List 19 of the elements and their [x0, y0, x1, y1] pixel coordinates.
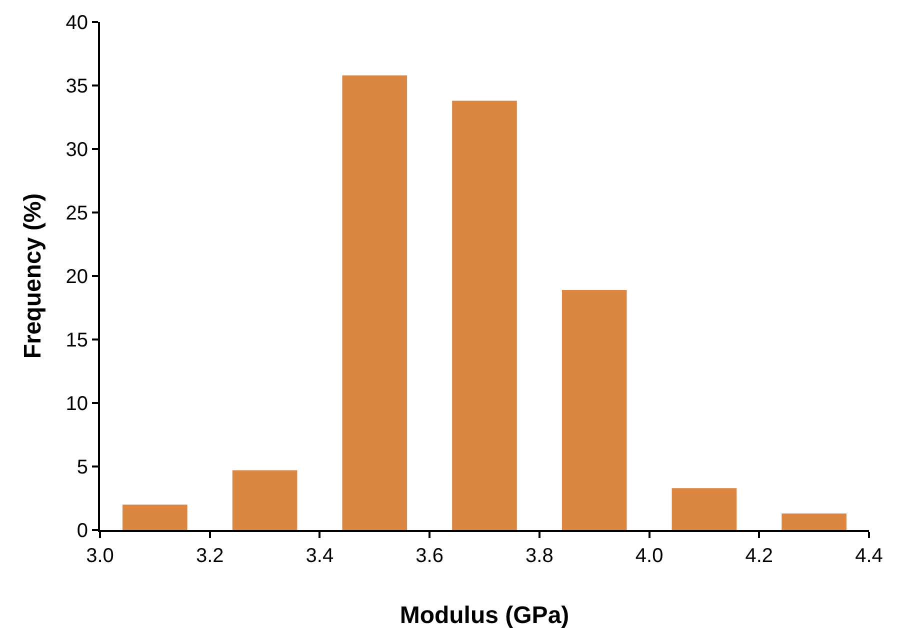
x-tick-label: 4.2	[745, 545, 774, 567]
y-tick-label: 20	[66, 266, 88, 288]
x-tick-label: 3.4	[306, 545, 334, 567]
y-tick-label: 0	[76, 520, 88, 542]
y-tick-label: 35	[66, 76, 88, 98]
y-axis-title: Frequency (%)	[19, 193, 46, 359]
x-tick-label: 3.0	[86, 545, 114, 567]
x-tick-label: 3.6	[416, 545, 444, 567]
x-tick-label: 4.0	[635, 545, 664, 567]
y-tick-label: 40	[66, 12, 88, 34]
x-axis-title: Modulus (GPa)	[400, 602, 570, 629]
x-tick-label: 3.8	[526, 545, 554, 567]
x-tick-label: 4.4	[855, 545, 883, 567]
y-tick-label: 25	[66, 202, 88, 224]
y-tick-label: 10	[66, 393, 88, 415]
y-tick-label: 30	[66, 139, 88, 161]
x-tick-label: 3.2	[196, 545, 224, 567]
y-tick-label: 5	[76, 456, 88, 478]
y-tick-label: 15	[66, 330, 88, 352]
